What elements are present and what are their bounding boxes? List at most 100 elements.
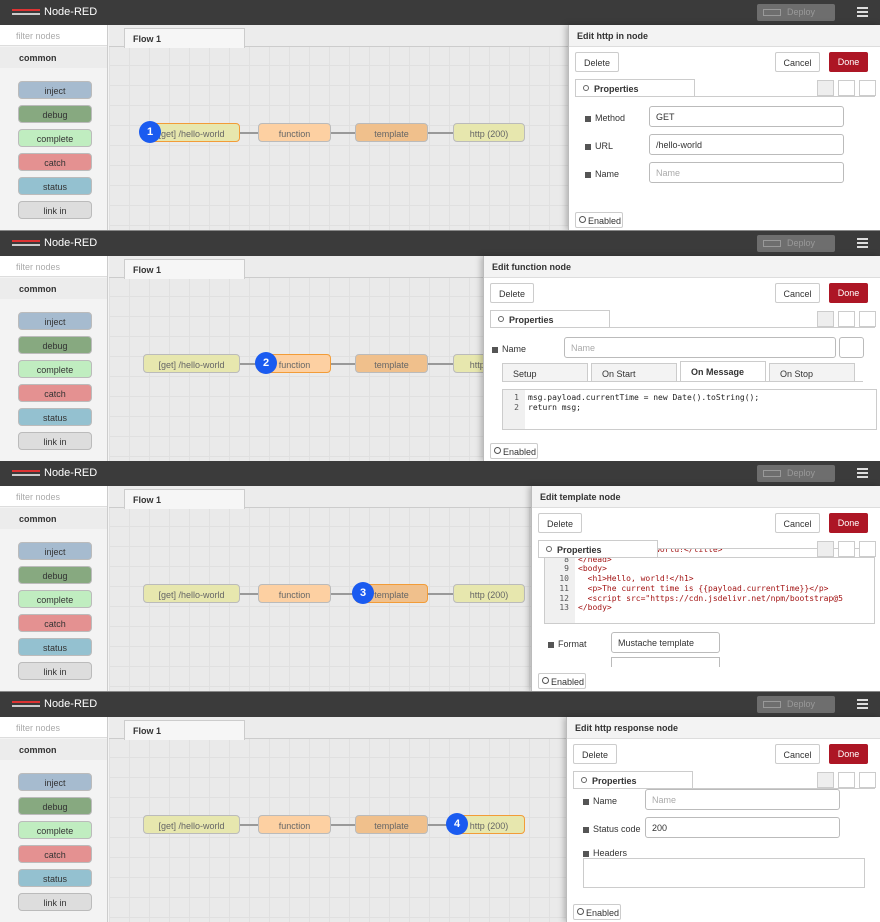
palette-category[interactable]: common xyxy=(0,47,107,68)
palette-node[interactable]: debug xyxy=(18,336,92,354)
palette-node[interactable]: inject xyxy=(18,81,92,99)
flow-tab[interactable]: Flow 1 xyxy=(124,489,245,509)
flow-node[interactable]: http (200) xyxy=(453,354,483,373)
flow-tab[interactable]: Flow 1 xyxy=(124,720,245,740)
cancel-button[interactable]: Cancel xyxy=(775,52,820,72)
palette-node[interactable]: debug xyxy=(18,797,92,815)
palette-node[interactable]: debug xyxy=(18,105,92,123)
palette-filter[interactable]: filter nodes xyxy=(0,25,107,46)
select[interactable]: Mustache template xyxy=(611,632,720,653)
editor-tab[interactable]: On Message xyxy=(680,361,766,381)
done-button[interactable]: Done xyxy=(829,744,868,764)
palette-node[interactable]: status xyxy=(18,869,92,887)
text-input[interactable]: 200 xyxy=(645,817,840,838)
palette-node[interactable]: complete xyxy=(18,590,92,608)
menu-button[interactable] xyxy=(857,468,868,479)
flow-node[interactable]: function xyxy=(258,815,331,834)
palette-node[interactable]: link in xyxy=(18,432,92,450)
text-input[interactable]: Name xyxy=(649,162,844,183)
palette-filter[interactable]: filter nodes xyxy=(0,717,107,738)
flow-node[interactable]: http (200) xyxy=(453,123,525,142)
tool-button[interactable] xyxy=(817,311,834,327)
flow-node[interactable]: function xyxy=(258,584,331,603)
text-input[interactable]: /hello-world xyxy=(649,134,844,155)
enabled-button[interactable]: Enabled xyxy=(573,904,621,920)
palette-node[interactable]: catch xyxy=(18,153,92,171)
tool-button[interactable] xyxy=(859,541,876,557)
enabled-button[interactable]: Enabled xyxy=(538,673,586,689)
expand-button[interactable] xyxy=(839,337,864,358)
tool-button[interactable] xyxy=(838,80,855,96)
tool-button[interactable] xyxy=(817,80,834,96)
flow-tab[interactable]: Flow 1 xyxy=(124,28,245,48)
palette-node[interactable]: complete xyxy=(18,129,92,147)
cancel-button[interactable]: Cancel xyxy=(775,283,820,303)
palette-filter[interactable]: filter nodes xyxy=(0,256,107,277)
delete-button[interactable]: Delete xyxy=(490,283,534,303)
cancel-button[interactable]: Cancel xyxy=(775,513,820,533)
tool-button[interactable] xyxy=(817,772,834,788)
flow-node[interactable]: template xyxy=(355,354,428,373)
enabled-button[interactable]: Enabled xyxy=(490,443,538,459)
palette-category[interactable]: common xyxy=(0,278,107,299)
editor-tab[interactable]: Setup xyxy=(502,363,588,381)
properties-tab[interactable]: Properties xyxy=(538,540,658,557)
palette-node[interactable]: link in xyxy=(18,201,92,219)
enabled-button[interactable]: Enabled xyxy=(575,212,623,228)
menu-button[interactable] xyxy=(857,7,868,18)
palette-node[interactable]: inject xyxy=(18,773,92,791)
delete-button[interactable]: Delete xyxy=(538,513,582,533)
palette-node[interactable]: link in xyxy=(18,893,92,911)
deploy-button[interactable]: Deploy xyxy=(757,4,835,21)
palette-node[interactable]: debug xyxy=(18,566,92,584)
done-button[interactable]: Done xyxy=(829,283,868,303)
palette-node[interactable]: catch xyxy=(18,845,92,863)
text-input[interactable]: Name xyxy=(645,789,840,810)
tool-button[interactable] xyxy=(838,541,855,557)
flow-node[interactable]: http (200) xyxy=(453,584,525,603)
palette-node[interactable]: complete xyxy=(18,360,92,378)
text-input[interactable]: Name xyxy=(564,337,836,358)
palette-node[interactable]: status xyxy=(18,177,92,195)
deploy-button[interactable]: Deploy xyxy=(757,235,835,252)
flow-node[interactable]: [get] /hello-world xyxy=(143,815,240,834)
palette-node[interactable]: inject xyxy=(18,542,92,560)
palette-filter[interactable]: filter nodes xyxy=(0,486,107,507)
tool-button[interactable] xyxy=(859,311,876,327)
tool-button[interactable] xyxy=(859,772,876,788)
delete-button[interactable]: Delete xyxy=(573,744,617,764)
flow-node[interactable]: [get] /hello-world xyxy=(143,584,240,603)
palette-category[interactable]: common xyxy=(0,508,107,529)
flow-node[interactable]: [get] /hello-world xyxy=(143,354,240,373)
tool-button[interactable] xyxy=(817,541,834,557)
menu-button[interactable] xyxy=(857,238,868,249)
palette-node[interactable]: catch xyxy=(18,384,92,402)
select[interactable]: GET xyxy=(649,106,844,127)
palette-node[interactable]: inject xyxy=(18,312,92,330)
editor-tab[interactable]: On Stop xyxy=(769,363,855,381)
properties-tab[interactable]: Properties xyxy=(573,771,693,788)
flow-node[interactable]: template xyxy=(355,123,428,142)
tool-button[interactable] xyxy=(859,80,876,96)
done-button[interactable]: Done xyxy=(829,513,868,533)
properties-tab[interactable]: Properties xyxy=(490,310,610,327)
flow-tab[interactable]: Flow 1 xyxy=(124,259,245,279)
flow-node[interactable]: template xyxy=(355,815,428,834)
palette-node[interactable]: link in xyxy=(18,662,92,680)
delete-button[interactable]: Delete xyxy=(575,52,619,72)
palette-node[interactable]: catch xyxy=(18,614,92,632)
tool-button[interactable] xyxy=(838,772,855,788)
editor-tab[interactable]: On Start xyxy=(591,363,677,381)
menu-button[interactable] xyxy=(857,699,868,710)
deploy-button[interactable]: Deploy xyxy=(757,696,835,713)
palette-node[interactable]: status xyxy=(18,408,92,426)
tool-button[interactable] xyxy=(838,311,855,327)
deploy-button[interactable]: Deploy xyxy=(757,465,835,482)
properties-tab[interactable]: Properties xyxy=(575,79,695,96)
flow-node[interactable]: [get] /hello-world xyxy=(143,123,240,142)
palette-node[interactable]: complete xyxy=(18,821,92,839)
palette-category[interactable]: common xyxy=(0,739,107,760)
done-button[interactable]: Done xyxy=(829,52,868,72)
flow-node[interactable]: function xyxy=(258,123,331,142)
palette-node[interactable]: status xyxy=(18,638,92,656)
